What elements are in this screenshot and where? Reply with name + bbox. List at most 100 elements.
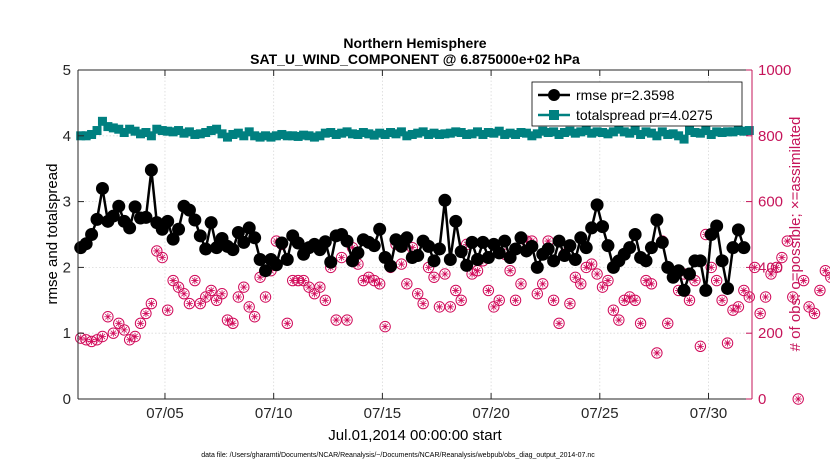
rmse-point <box>639 254 653 268</box>
totalspread-point <box>668 129 678 139</box>
totalspread-point <box>630 126 640 136</box>
obs-point <box>439 268 451 280</box>
totalspread-point <box>119 128 129 138</box>
totalspread-point <box>114 124 124 134</box>
rmse-point <box>280 253 294 267</box>
obs-point <box>547 294 560 306</box>
rmse-point <box>166 232 180 246</box>
obs-point <box>238 281 250 293</box>
obs-point <box>591 268 603 280</box>
totalspread-point <box>657 127 667 137</box>
rmse-point <box>226 243 240 257</box>
totalspread-point <box>87 129 97 139</box>
totalspread-point <box>81 131 91 141</box>
obs-point <box>417 297 429 310</box>
totalspread-point <box>342 127 352 137</box>
totalspread-point <box>500 129 510 139</box>
obs-point <box>493 294 505 306</box>
rmse-point <box>199 242 213 256</box>
rmse-point <box>172 222 186 236</box>
totalspread-point <box>293 131 303 141</box>
rmse-point <box>438 193 452 207</box>
rmse-point <box>139 210 153 224</box>
totalspread-point <box>483 128 493 138</box>
totalspread-point <box>97 116 107 126</box>
totalspread-point <box>565 126 575 136</box>
totalspread-point <box>369 130 379 140</box>
obs-point <box>553 317 565 330</box>
rmse-point <box>650 213 664 227</box>
obs-point <box>281 317 293 330</box>
y-left-tick-label: 1 <box>63 325 71 342</box>
rmse-point <box>188 213 202 227</box>
rmse-point <box>324 255 338 269</box>
obs-point <box>161 304 174 316</box>
obs-point <box>216 288 228 300</box>
rmse-point <box>242 221 256 235</box>
rmse-point <box>682 267 696 281</box>
totalspread-point <box>190 129 200 139</box>
obs-point <box>145 297 158 310</box>
obs-point <box>754 307 766 320</box>
obs-point <box>645 278 658 290</box>
rmse-point <box>726 241 740 255</box>
totalspread-point <box>636 129 646 139</box>
obs-point <box>428 271 440 283</box>
totalspread-point <box>625 128 635 138</box>
totalspread-point <box>739 126 749 136</box>
obs-point <box>314 281 326 293</box>
totalspread-point <box>581 126 591 136</box>
totalspread-point <box>353 129 363 139</box>
totalspread-point <box>695 128 705 138</box>
obs-point <box>515 278 527 290</box>
obs-point <box>509 294 522 306</box>
obs-point <box>629 294 641 306</box>
totalspread-point <box>228 129 238 139</box>
rmse-point <box>699 283 713 297</box>
totalspread-point <box>434 129 444 139</box>
chart-subtitle: SAT_U_WIND_COMPONENT @ 6.875000e+02 hPa <box>250 51 580 67</box>
rmse-point <box>737 241 751 255</box>
obs-point <box>770 261 783 274</box>
rmse-point <box>596 220 610 234</box>
legend-spread-marker <box>549 110 559 120</box>
totalspread-point <box>233 128 243 138</box>
totalspread-point <box>543 128 553 138</box>
obs-point <box>819 264 830 277</box>
obs-point <box>743 291 755 303</box>
obs-point <box>140 307 152 320</box>
totalspread-point <box>429 128 439 138</box>
rmse-point <box>193 229 207 243</box>
totalspread-point <box>407 129 417 139</box>
obs-point <box>585 258 598 270</box>
rmse-point <box>601 239 615 253</box>
totalspread-series <box>76 116 754 144</box>
obs-point <box>401 278 413 290</box>
totalspread-point <box>559 128 569 138</box>
totalspread-point <box>380 129 390 139</box>
obs-point <box>710 274 723 287</box>
obs-point <box>243 301 255 313</box>
totalspread-point <box>152 124 162 134</box>
rmse-point <box>291 236 305 250</box>
rmse-point <box>269 258 283 272</box>
x-tick-label: 07/10 <box>255 405 293 422</box>
obs-point <box>504 264 516 277</box>
legend-rmse-label: rmse pr=2.3598 <box>576 87 675 103</box>
rmse-point <box>231 226 245 240</box>
totalspread-point <box>511 129 521 139</box>
y-left-tick-label: 2 <box>63 259 71 276</box>
totalspread-point <box>195 129 205 139</box>
totalspread-point <box>125 124 135 134</box>
totalspread-point <box>358 128 368 138</box>
rmse-point <box>373 222 387 236</box>
rmse-point <box>112 199 126 213</box>
totalspread-point <box>250 131 260 141</box>
obs-point <box>232 291 245 303</box>
totalspread-point <box>299 130 309 140</box>
obs-point <box>248 311 261 323</box>
totalspread-point <box>255 132 265 142</box>
obs-point <box>575 278 587 290</box>
totalspread-point <box>424 129 434 139</box>
rmse-point <box>547 254 561 268</box>
